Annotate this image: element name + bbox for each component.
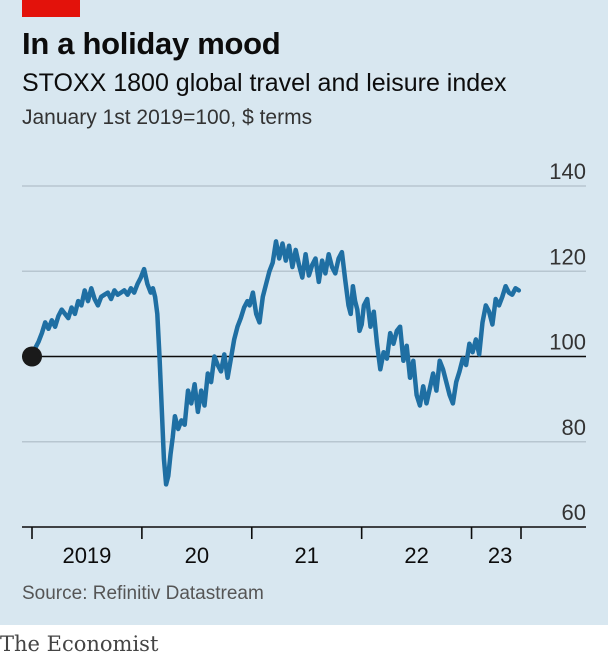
- gridlines: [22, 185, 586, 443]
- series-group: [22, 239, 586, 487]
- x-axis-tick-labels: 2019 20 21 22 23: [62, 543, 512, 568]
- x-axis: [22, 526, 586, 539]
- chart-subtitle: STOXX 1800 global travel and leisure ind…: [22, 69, 507, 97]
- brand-red-tab: [22, 0, 80, 17]
- chart-units-note: January 1st 2019=100, $ terms: [22, 106, 313, 129]
- source-note: Source: Refinitiv Datastream: [22, 583, 264, 604]
- y-axis-tick-labels: 140 120 100 80 60: [549, 159, 586, 525]
- x-tick-label-2019: 2019: [62, 543, 111, 568]
- start-marker: [22, 346, 42, 367]
- chart-title: In a holiday mood: [22, 26, 281, 61]
- series-line-0: [29, 239, 522, 487]
- y-tick-label-100: 100: [549, 330, 586, 355]
- brand-wordmark: The Economist: [0, 632, 159, 656]
- x-tick-label-21: 21: [294, 543, 318, 568]
- y-tick-label-80: 80: [562, 415, 586, 440]
- x-tick-label-20: 20: [185, 543, 209, 568]
- y-tick-label-60: 60: [562, 500, 586, 525]
- chart-panel: [0, 0, 608, 625]
- x-tick-label-23: 23: [488, 543, 512, 568]
- line-chart: 140 120 100 80 60 2019 20 21 22 23: [22, 159, 586, 568]
- y-tick-label-120: 120: [549, 244, 586, 269]
- x-tick-label-22: 22: [404, 543, 428, 568]
- y-tick-label-140: 140: [549, 159, 586, 184]
